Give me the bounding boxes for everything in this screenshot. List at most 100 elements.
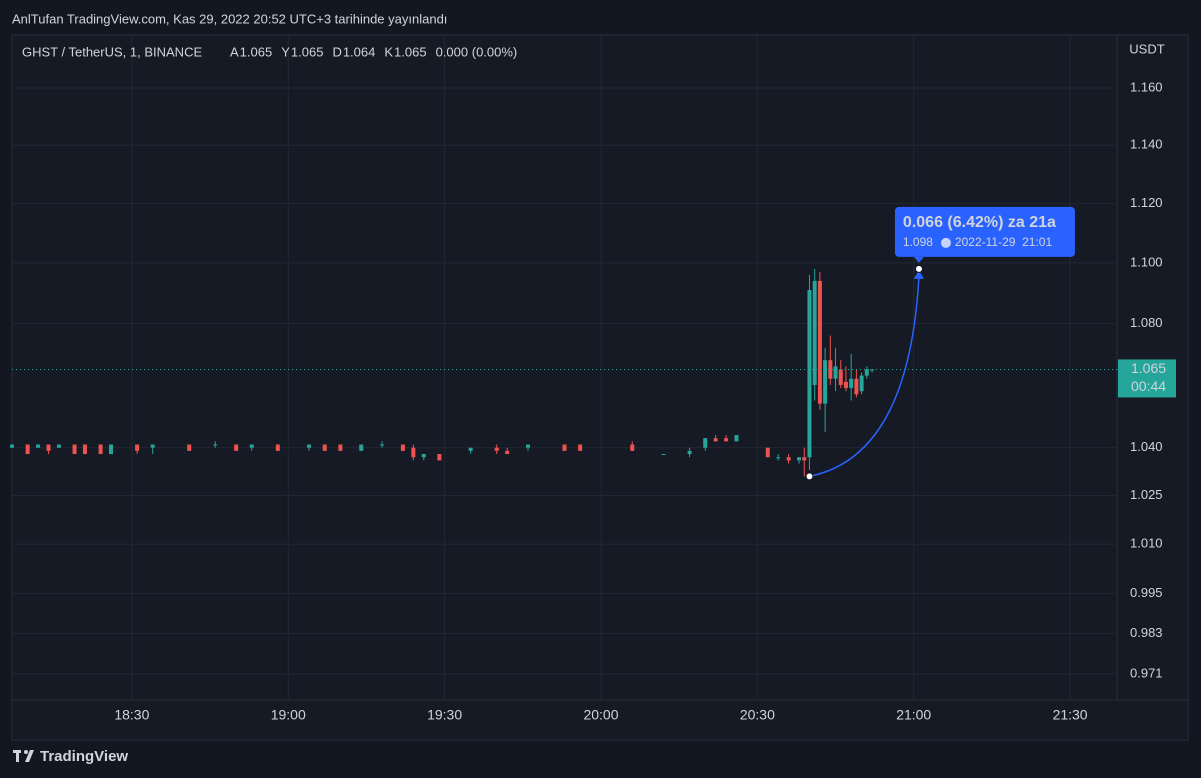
candle-body bbox=[307, 444, 312, 448]
candle-body bbox=[797, 457, 802, 461]
candle-body bbox=[98, 444, 103, 455]
unit: USDT bbox=[1129, 41, 1164, 56]
candle-body bbox=[854, 378, 859, 395]
candle-body bbox=[833, 366, 838, 379]
grid bbox=[12, 35, 1117, 700]
measure-curve bbox=[809, 276, 920, 478]
candle-body bbox=[46, 444, 51, 451]
x-tick-label: 21:30 bbox=[1053, 707, 1088, 723]
measure-arrow bbox=[913, 269, 924, 279]
measure-price: 1.098 bbox=[903, 235, 933, 249]
brand: TradingView bbox=[40, 748, 128, 765]
x-tick-label: 19:00 bbox=[271, 707, 306, 723]
candle-body bbox=[776, 457, 781, 459]
overlay: 1.065 00:44 0.066 (6.42%) za 21a 1.098 2022-… bbox=[12, 206, 1176, 481]
candle-body bbox=[109, 444, 114, 455]
last-price-box bbox=[1118, 359, 1176, 398]
candle-body bbox=[494, 447, 499, 451]
measure-end bbox=[914, 264, 923, 273]
y-tick-label: 0.995 bbox=[1130, 585, 1163, 600]
candle-body bbox=[849, 378, 854, 389]
candle-body bbox=[411, 447, 416, 458]
x-tick-label: 20:00 bbox=[583, 707, 618, 723]
candle-body bbox=[25, 444, 30, 455]
candle-body bbox=[400, 444, 405, 451]
candle-body bbox=[864, 369, 869, 376]
measure-start bbox=[805, 472, 814, 481]
candle-body bbox=[468, 447, 473, 451]
ohlc-value: 1.065 bbox=[240, 44, 273, 59]
candle-body bbox=[734, 435, 739, 442]
y-tick-label: 1.010 bbox=[1130, 536, 1163, 551]
ohlc-label: Y bbox=[281, 44, 290, 59]
brand-logo bbox=[13, 750, 34, 762]
measure-date: 2022-11-29 21:01 bbox=[955, 235, 1053, 249]
candle-body bbox=[338, 444, 343, 451]
candle-body bbox=[82, 444, 87, 455]
ohlc-label: A bbox=[230, 44, 239, 59]
x-tick-label: 18:30 bbox=[114, 707, 149, 723]
y-tick-label: 1.120 bbox=[1130, 195, 1163, 210]
ohlc-value: 1.065 bbox=[394, 44, 427, 59]
candle-body bbox=[838, 369, 843, 385]
y-tick-label: 1.140 bbox=[1130, 137, 1163, 152]
candle-body bbox=[505, 450, 510, 455]
candle-body bbox=[437, 454, 442, 461]
candle-body bbox=[380, 444, 385, 446]
measure-label: 0.066 (6.42%) za 21a bbox=[903, 214, 1056, 231]
ohlc-value: 1.064 bbox=[343, 44, 376, 59]
y-tick-label: 0.971 bbox=[1130, 665, 1163, 680]
candle-body bbox=[562, 444, 567, 451]
candle-body bbox=[421, 454, 426, 458]
candle-body bbox=[802, 457, 807, 461]
candle-body bbox=[322, 444, 327, 451]
y-tick-label: 1.160 bbox=[1130, 79, 1163, 94]
candle-body bbox=[234, 444, 239, 451]
candle-body bbox=[249, 444, 254, 448]
candle-body bbox=[812, 280, 817, 385]
candle-body bbox=[72, 444, 77, 455]
candle-body bbox=[135, 444, 140, 451]
plot bbox=[10, 268, 875, 477]
published-line: AnlTufan TradingView.com, Kas 29, 2022 2… bbox=[12, 11, 447, 26]
y-tick-label: 0.983 bbox=[1130, 625, 1163, 640]
chart-pane bbox=[11, 34, 1189, 741]
candle-body bbox=[56, 444, 61, 448]
candle-body bbox=[687, 450, 692, 455]
candle-body bbox=[703, 438, 708, 448]
candle-body bbox=[526, 444, 531, 448]
measure-box-pointer bbox=[913, 256, 924, 263]
measure-box bbox=[894, 206, 1075, 257]
candle-body bbox=[828, 360, 833, 379]
ohlc-value: 1.065 bbox=[291, 44, 324, 59]
candle-body bbox=[765, 447, 770, 458]
candle-body bbox=[187, 444, 192, 451]
y-tick-label: 1.100 bbox=[1130, 254, 1163, 269]
candle-body bbox=[843, 381, 848, 389]
candle-body bbox=[213, 444, 218, 446]
x-tick-label: 21:00 bbox=[896, 707, 931, 723]
change: 0.000 (0.00%) bbox=[436, 44, 518, 59]
x-tick-label: 20:30 bbox=[740, 707, 775, 723]
candle-body bbox=[630, 444, 635, 451]
candle-body bbox=[578, 444, 583, 451]
candle-body bbox=[10, 444, 14, 448]
x-tick-label: 19:30 bbox=[427, 707, 462, 723]
candle-body bbox=[661, 454, 666, 456]
y-tick-label: 1.080 bbox=[1130, 315, 1163, 330]
y-tick-label: 1.025 bbox=[1130, 487, 1163, 502]
candle-body bbox=[713, 438, 718, 442]
candle-body bbox=[823, 360, 828, 404]
candle-body bbox=[786, 457, 791, 461]
candle-body bbox=[807, 289, 812, 458]
candle-body bbox=[359, 444, 364, 451]
candle-body bbox=[275, 444, 280, 451]
last-price-label: 1.065 bbox=[1131, 360, 1166, 376]
countdown: 00:44 bbox=[1131, 378, 1166, 394]
ohlc-label: D bbox=[332, 44, 341, 59]
candle-body bbox=[724, 438, 729, 442]
y-tick-label: 1.040 bbox=[1130, 439, 1163, 454]
symbol: GHST / TetherUS, 1, BINANCE bbox=[22, 44, 202, 59]
